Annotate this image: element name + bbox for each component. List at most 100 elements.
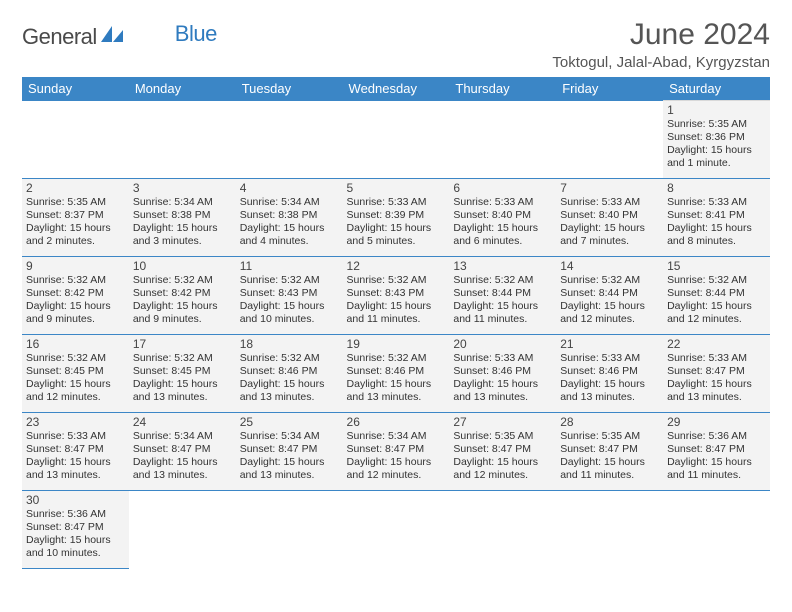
calendar-week-row: 30Sunrise: 5:36 AMSunset: 8:47 PMDayligh… (22, 491, 770, 569)
day-number: 30 (26, 493, 125, 507)
sunset-text: Sunset: 8:42 PM (133, 287, 232, 300)
sunrise-text: Sunrise: 5:32 AM (667, 274, 766, 287)
calendar-blank-cell (236, 491, 343, 569)
sunset-text: Sunset: 8:39 PM (347, 209, 446, 222)
day-number: 2 (26, 181, 125, 195)
day-number: 18 (240, 337, 339, 351)
calendar-blank-cell (236, 101, 343, 179)
day-info: Sunrise: 5:32 AMSunset: 8:42 PMDaylight:… (133, 274, 232, 327)
sunrise-text: Sunrise: 5:32 AM (240, 352, 339, 365)
day-number: 13 (453, 259, 552, 273)
sunset-text: Sunset: 8:47 PM (453, 443, 552, 456)
daylight-text: Daylight: 15 hours and 13 minutes. (560, 378, 659, 404)
day-number: 16 (26, 337, 125, 351)
sunset-text: Sunset: 8:40 PM (560, 209, 659, 222)
calendar-blank-cell (663, 491, 770, 569)
day-number: 1 (667, 103, 766, 117)
daylight-text: Daylight: 15 hours and 13 minutes. (26, 456, 125, 482)
day-info: Sunrise: 5:33 AMSunset: 8:46 PMDaylight:… (560, 352, 659, 405)
day-number: 20 (453, 337, 552, 351)
sunset-text: Sunset: 8:47 PM (667, 443, 766, 456)
location-text: Toktogul, Jalal-Abad, Kyrgyzstan (552, 54, 770, 71)
daylight-text: Daylight: 15 hours and 13 minutes. (347, 378, 446, 404)
day-number: 11 (240, 259, 339, 273)
logo: General Blue (22, 18, 217, 50)
calendar-day-cell: 21Sunrise: 5:33 AMSunset: 8:46 PMDayligh… (556, 335, 663, 413)
daylight-text: Daylight: 15 hours and 8 minutes. (667, 222, 766, 248)
sunrise-text: Sunrise: 5:34 AM (240, 430, 339, 443)
sunset-text: Sunset: 8:36 PM (667, 131, 766, 144)
sunset-text: Sunset: 8:38 PM (133, 209, 232, 222)
day-number: 7 (560, 181, 659, 195)
sunrise-text: Sunrise: 5:35 AM (560, 430, 659, 443)
calendar-day-cell: 15Sunrise: 5:32 AMSunset: 8:44 PMDayligh… (663, 257, 770, 335)
day-number: 29 (667, 415, 766, 429)
sunset-text: Sunset: 8:37 PM (26, 209, 125, 222)
day-number: 15 (667, 259, 766, 273)
sunset-text: Sunset: 8:47 PM (26, 443, 125, 456)
calendar-week-row: 23Sunrise: 5:33 AMSunset: 8:47 PMDayligh… (22, 413, 770, 491)
day-number: 19 (347, 337, 446, 351)
calendar-week-row: 9Sunrise: 5:32 AMSunset: 8:42 PMDaylight… (22, 257, 770, 335)
day-info: Sunrise: 5:32 AMSunset: 8:44 PMDaylight:… (453, 274, 552, 327)
daylight-text: Daylight: 15 hours and 13 minutes. (667, 378, 766, 404)
day-number: 22 (667, 337, 766, 351)
weekday-header: Friday (556, 77, 663, 101)
calendar-day-cell: 23Sunrise: 5:33 AMSunset: 8:47 PMDayligh… (22, 413, 129, 491)
calendar-day-cell: 20Sunrise: 5:33 AMSunset: 8:46 PMDayligh… (449, 335, 556, 413)
sunrise-text: Sunrise: 5:34 AM (133, 430, 232, 443)
day-number: 21 (560, 337, 659, 351)
page-header: General Blue June 2024 Toktogul, Jalal-A… (22, 18, 770, 71)
day-info: Sunrise: 5:32 AMSunset: 8:45 PMDaylight:… (26, 352, 125, 405)
day-number: 26 (347, 415, 446, 429)
sunset-text: Sunset: 8:40 PM (453, 209, 552, 222)
weekday-header-row: SundayMondayTuesdayWednesdayThursdayFrid… (22, 77, 770, 101)
daylight-text: Daylight: 15 hours and 13 minutes. (240, 456, 339, 482)
daylight-text: Daylight: 15 hours and 4 minutes. (240, 222, 339, 248)
calendar-day-cell: 30Sunrise: 5:36 AMSunset: 8:47 PMDayligh… (22, 491, 129, 569)
calendar-blank-cell (343, 491, 450, 569)
calendar-day-cell: 16Sunrise: 5:32 AMSunset: 8:45 PMDayligh… (22, 335, 129, 413)
day-number: 14 (560, 259, 659, 273)
sunrise-text: Sunrise: 5:36 AM (667, 430, 766, 443)
day-info: Sunrise: 5:34 AMSunset: 8:47 PMDaylight:… (240, 430, 339, 483)
calendar-blank-cell (22, 101, 129, 179)
calendar-day-cell: 1Sunrise: 5:35 AMSunset: 8:36 PMDaylight… (663, 101, 770, 179)
daylight-text: Daylight: 15 hours and 13 minutes. (133, 456, 232, 482)
sunset-text: Sunset: 8:42 PM (26, 287, 125, 300)
sunset-text: Sunset: 8:46 PM (240, 365, 339, 378)
calendar-day-cell: 13Sunrise: 5:32 AMSunset: 8:44 PMDayligh… (449, 257, 556, 335)
daylight-text: Daylight: 15 hours and 12 minutes. (453, 456, 552, 482)
weekday-header: Monday (129, 77, 236, 101)
calendar-day-cell: 11Sunrise: 5:32 AMSunset: 8:43 PMDayligh… (236, 257, 343, 335)
daylight-text: Daylight: 15 hours and 7 minutes. (560, 222, 659, 248)
day-info: Sunrise: 5:32 AMSunset: 8:44 PMDaylight:… (667, 274, 766, 327)
sunrise-text: Sunrise: 5:36 AM (26, 508, 125, 521)
day-number: 12 (347, 259, 446, 273)
daylight-text: Daylight: 15 hours and 11 minutes. (667, 456, 766, 482)
day-info: Sunrise: 5:36 AMSunset: 8:47 PMDaylight:… (26, 508, 125, 561)
day-info: Sunrise: 5:33 AMSunset: 8:39 PMDaylight:… (347, 196, 446, 249)
daylight-text: Daylight: 15 hours and 12 minutes. (560, 300, 659, 326)
calendar-blank-cell (556, 101, 663, 179)
calendar-blank-cell (343, 101, 450, 179)
calendar-day-cell: 26Sunrise: 5:34 AMSunset: 8:47 PMDayligh… (343, 413, 450, 491)
daylight-text: Daylight: 15 hours and 5 minutes. (347, 222, 446, 248)
day-info: Sunrise: 5:35 AMSunset: 8:47 PMDaylight:… (453, 430, 552, 483)
sunrise-text: Sunrise: 5:32 AM (26, 274, 125, 287)
day-info: Sunrise: 5:32 AMSunset: 8:42 PMDaylight:… (26, 274, 125, 327)
calendar-day-cell: 4Sunrise: 5:34 AMSunset: 8:38 PMDaylight… (236, 179, 343, 257)
title-block: June 2024 Toktogul, Jalal-Abad, Kyrgyzst… (552, 18, 770, 71)
sunset-text: Sunset: 8:46 PM (560, 365, 659, 378)
day-info: Sunrise: 5:32 AMSunset: 8:45 PMDaylight:… (133, 352, 232, 405)
sunrise-text: Sunrise: 5:34 AM (347, 430, 446, 443)
day-info: Sunrise: 5:33 AMSunset: 8:46 PMDaylight:… (453, 352, 552, 405)
sunset-text: Sunset: 8:47 PM (560, 443, 659, 456)
day-number: 23 (26, 415, 125, 429)
day-info: Sunrise: 5:32 AMSunset: 8:43 PMDaylight:… (347, 274, 446, 327)
calendar-table: SundayMondayTuesdayWednesdayThursdayFrid… (22, 77, 770, 569)
sunrise-text: Sunrise: 5:33 AM (560, 352, 659, 365)
sunrise-text: Sunrise: 5:32 AM (133, 352, 232, 365)
day-number: 9 (26, 259, 125, 273)
day-info: Sunrise: 5:34 AMSunset: 8:38 PMDaylight:… (133, 196, 232, 249)
